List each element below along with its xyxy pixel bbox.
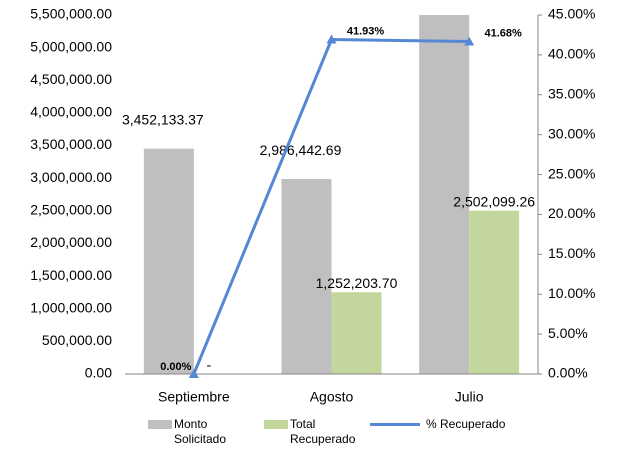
y2-tick-label: 35.00%: [548, 85, 595, 101]
legend-swatch: [370, 423, 420, 426]
bar: [143, 148, 194, 374]
legend-label: % Recuperado: [426, 417, 506, 431]
y2-tick-label: 20.00%: [548, 205, 595, 221]
y-tick-label: 5,000,000.00: [30, 38, 112, 54]
legend-label: Total Recuperado: [290, 417, 356, 446]
y2-tick-label: 0.00%: [548, 365, 588, 381]
y2-tick-label: 15.00%: [548, 245, 595, 261]
legend-label: Monto Solicitado: [174, 417, 227, 446]
y-tick-label: 0.00: [85, 365, 112, 381]
data-label: 41.93%: [347, 25, 385, 37]
data-label: -: [206, 357, 211, 373]
line-marker: [464, 36, 475, 46]
line-marker: [188, 369, 199, 378]
data-label: 2,502,099.26: [453, 193, 535, 209]
x-tick-label: Septiembre: [158, 389, 230, 405]
y2-tick-label: 40.00%: [548, 46, 595, 62]
y2-tick-label: 30.00%: [548, 125, 595, 141]
y-tick-label: 2,500,000.00: [30, 202, 112, 218]
data-label: 1,252,203.70: [316, 275, 398, 291]
x-tick-label: Agosto: [310, 389, 354, 405]
y-tick-label: 500,000.00: [42, 332, 112, 348]
data-label: 0.00%: [160, 361, 191, 373]
x-tick-label: Julio: [455, 389, 484, 405]
y2-tick-label: 45.00%: [548, 6, 595, 22]
y-tick-label: 4,000,000.00: [30, 104, 112, 120]
y-tick-label: 3,000,000.00: [30, 169, 112, 185]
data-label: 2,986,442.69: [260, 142, 342, 158]
data-label: 3,452,133.37: [122, 111, 204, 127]
y2-tick-label: 25.00%: [548, 165, 595, 181]
bar: [331, 292, 382, 374]
y-tick-label: 1,000,000.00: [30, 299, 112, 315]
y2-tick-label: 5.00%: [548, 325, 588, 341]
bar: [419, 15, 470, 374]
y-tick-label: 5,500,000.00: [30, 6, 112, 22]
y-tick-label: 4,500,000.00: [30, 71, 112, 87]
y-tick-label: 2,000,000.00: [30, 234, 112, 250]
bar: [469, 210, 520, 374]
y-tick-label: 1,500,000.00: [30, 267, 112, 283]
line-marker: [326, 34, 337, 44]
bar: [281, 179, 332, 374]
legend-swatch: [264, 420, 288, 429]
legend-swatch: [148, 420, 172, 429]
y2-tick-label: 10.00%: [548, 285, 595, 301]
data-label: 41.68%: [485, 27, 523, 39]
y-tick-label: 3,500,000.00: [30, 136, 112, 152]
plot-area: [143, 15, 520, 374]
